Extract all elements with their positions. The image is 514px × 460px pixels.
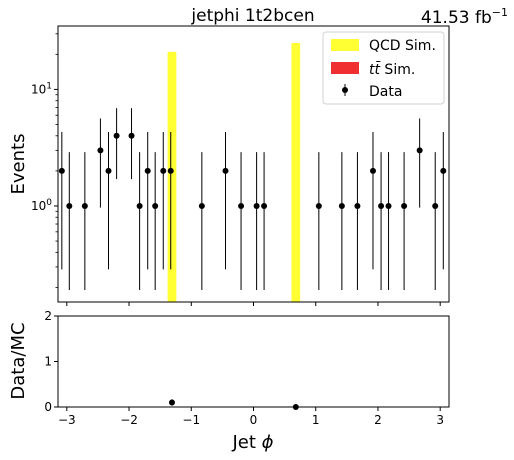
data-point-8 [144, 167, 151, 174]
data-point-7 [136, 202, 143, 209]
x-tick-label-1: −2 [120, 413, 138, 427]
ratio-plot-panel: −3 −2 −1 0 1 2 3 0 1 2 Data/MC Jet ϕ [8, 309, 450, 453]
data-point-22 [385, 202, 392, 209]
data-point-26 [440, 167, 447, 174]
chart-title: jetphi 1t2bcen [190, 6, 314, 26]
x-axis-label-text: Jet [231, 432, 261, 453]
y-axis-label: Events [8, 134, 29, 195]
main-x-ticks [66, 302, 441, 306]
data-point-0 [58, 167, 65, 174]
data-point-25 [432, 202, 439, 209]
data-point-5 [113, 132, 120, 139]
legend: QCD Sim. tt̄ Sim. Data [322, 31, 445, 105]
ratio-y-ticks: 0 1 2 [44, 309, 58, 414]
x-tick-label-2: −1 [182, 413, 200, 427]
main-y-tick-label-1: 101 [31, 81, 52, 96]
data-point-3 [97, 147, 104, 154]
legend-swatch-ttbar [331, 62, 359, 74]
qcd-bar-0 [167, 51, 177, 303]
data-point-11 [167, 167, 174, 174]
data-point-23 [401, 202, 408, 209]
main-y-tick-label-base-0: 10 [31, 199, 46, 213]
data-point-24 [416, 147, 423, 154]
ratio-y-tick-label-2: 2 [44, 309, 52, 323]
data-point-13 [222, 167, 229, 174]
main-y-tick-label-exp-0: 0 [46, 198, 52, 208]
data-point-9 [152, 202, 159, 209]
data-point-12 [198, 202, 205, 209]
data-point-10 [160, 167, 167, 174]
main-y-tick-label-exp-1: 1 [46, 81, 52, 91]
data-point-17 [315, 202, 322, 209]
legend-label-data: Data [369, 84, 402, 100]
luminosity-value: 41.53 fb [421, 8, 492, 28]
luminosity-unit-exponent: −1 [492, 6, 508, 19]
legend-label-ttbar-math: tt̄ [369, 60, 381, 78]
legend-label-qcd: QCD Sim. [369, 38, 436, 54]
data-point-2 [81, 202, 88, 209]
data-point-6 [128, 132, 135, 139]
x-tick-label-5: 2 [374, 413, 382, 427]
x-tick-label-3: 0 [250, 413, 258, 427]
data-point-20 [369, 167, 376, 174]
ratio-point-0 [168, 399, 175, 406]
legend-marker-data [342, 87, 348, 93]
data-point-18 [338, 202, 345, 209]
main-y-tick-label-0: 100 [31, 198, 52, 213]
x-axis-label: Jet ϕ [231, 432, 273, 453]
data-point-19 [354, 202, 361, 209]
ratio-y-axis-label: Data/MC [8, 322, 29, 399]
legend-label-ttbar-rest: Sim. [380, 62, 415, 78]
ratio-x-ticks: −3 −2 −1 0 1 2 3 [58, 407, 444, 427]
main-y-tick-label-base-1: 10 [31, 82, 46, 96]
data-points [58, 108, 447, 290]
x-tick-label-4: 1 [312, 413, 320, 427]
data-point-21 [378, 202, 385, 209]
legend-label-ttbar: tt̄ Sim. [369, 60, 415, 78]
data-point-4 [105, 167, 112, 174]
x-tick-label-6: 3 [436, 413, 444, 427]
ratio-y-tick-label-1: 1 [44, 355, 52, 369]
data-point-1 [66, 202, 73, 209]
qcd-histogram [167, 43, 301, 303]
legend-swatch-qcd [331, 39, 359, 51]
data-point-16 [261, 202, 268, 209]
ratio-y-tick-label-0: 0 [44, 400, 52, 414]
data-point-15 [253, 202, 260, 209]
x-axis-label-math: ϕ [262, 432, 274, 453]
data-point-14 [238, 202, 245, 209]
qcd-bar-1 [291, 43, 301, 302]
luminosity-label: 41.53 fb−1 [421, 6, 508, 28]
x-tick-label-0: −3 [58, 413, 76, 427]
